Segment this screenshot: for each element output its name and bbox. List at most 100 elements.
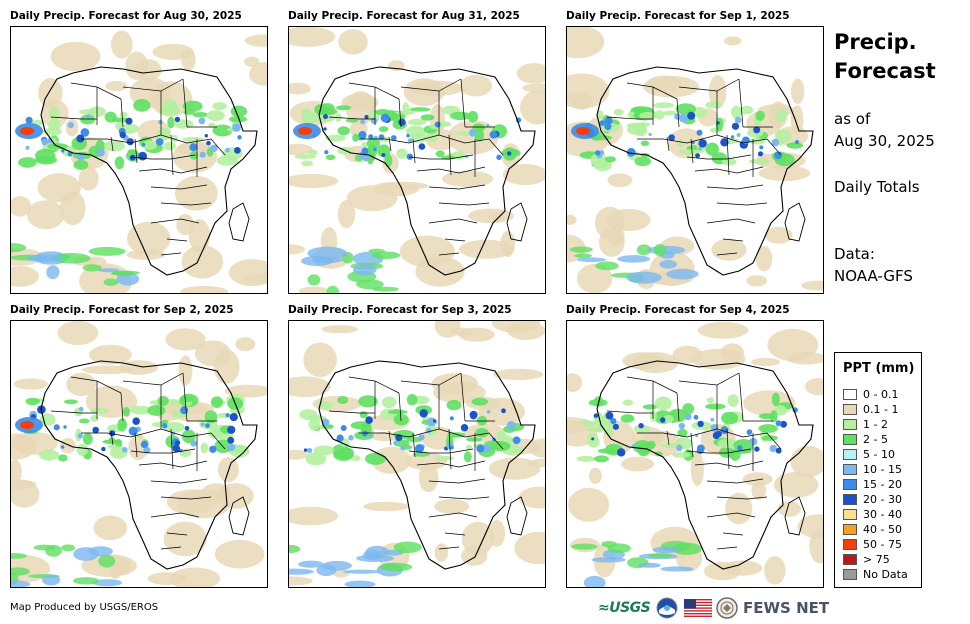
heavy-rain-cell (449, 416, 454, 421)
rain-band-patch (634, 156, 651, 167)
legend-item: 50 - 75 (843, 537, 902, 551)
rain-band-patch (463, 451, 472, 463)
heavy-rain-cell (684, 413, 692, 421)
rain-band-patch (338, 447, 355, 460)
heavy-rain-cell (234, 147, 241, 154)
country-border (428, 478, 486, 484)
ocean-rain-streak (82, 264, 102, 272)
ocean-rain-streak (307, 274, 321, 286)
light-rain-patch (11, 196, 32, 217)
heavy-rain-cell (759, 145, 764, 150)
heavy-rain-cell (698, 146, 702, 151)
heavy-rain-cell (60, 445, 65, 449)
africa-outline (40, 360, 258, 570)
rain-band-patch (622, 399, 634, 406)
light-rain-patch (725, 492, 753, 525)
ocean-rain-streak (52, 253, 91, 264)
light-rain-patch (442, 170, 494, 188)
country-border (716, 202, 768, 206)
rain-band-patch (775, 109, 788, 123)
heavy-rain-cell (324, 150, 329, 155)
heavy-rain-cell (754, 446, 760, 452)
legend-label: 0.1 - 1 (863, 402, 899, 416)
heavy-rain-cell (122, 447, 128, 453)
rain-band-patch (18, 157, 37, 168)
forecast-map-1 (10, 26, 268, 294)
rain-band-patch (755, 110, 765, 121)
country-border (444, 532, 466, 536)
light-rain-patch (786, 352, 823, 365)
rain-band-patch (350, 455, 361, 461)
rain-band-patch (169, 399, 180, 407)
heavy-rain-cell (407, 138, 413, 143)
madagascar-outline (228, 496, 250, 536)
heavy-rain-cell (63, 425, 67, 429)
africa-outline (40, 66, 258, 276)
rain-band-patch (76, 443, 89, 456)
country-border (686, 448, 752, 454)
africa-outline (596, 66, 814, 276)
heavy-rain-cell (774, 151, 782, 160)
legend-item: No Data (843, 567, 908, 581)
rain-band-patch (628, 111, 635, 117)
rain-band-patch (58, 454, 68, 462)
rain-band-patch (590, 153, 608, 167)
light-rain-patch (756, 246, 773, 272)
light-rain-patch (459, 74, 493, 97)
country-border (460, 372, 466, 422)
heavy-rain-cell (303, 448, 308, 452)
light-rain-patch (433, 381, 486, 404)
light-rain-patch (321, 325, 358, 334)
legend-item: 40 - 50 (843, 522, 902, 536)
heavy-rain-cell (101, 446, 106, 452)
light-rain-patch (111, 30, 133, 59)
light-rain-patch (522, 83, 545, 93)
rain-band-patch (672, 452, 691, 458)
ocean-rain-streak (574, 253, 592, 258)
rain-band-patch (654, 396, 672, 411)
rain-band-patch (475, 427, 489, 438)
heavy-rain-cell (180, 406, 189, 415)
rain-band-patch (786, 142, 804, 149)
rain-band-patch (294, 154, 317, 159)
legend-label: > 75 (863, 552, 890, 566)
heavy-rain-cell (129, 154, 136, 161)
heavy-rain-cell (155, 138, 164, 146)
heavy-rain-cell (143, 446, 151, 454)
heavy-rain-cell (210, 144, 218, 152)
map-credit: Map Produced by USGS/EROS (10, 602, 159, 613)
heavy-rain-cell (749, 437, 758, 446)
madagascar-outline (784, 496, 806, 536)
light-rain-patch (502, 163, 545, 186)
rain-band-patch (119, 111, 128, 119)
light-rain-patch (528, 458, 545, 468)
ocean-rain-streak (298, 560, 324, 568)
light-rain-patch (303, 342, 337, 378)
light-rain-patch (289, 27, 336, 47)
country-border (50, 116, 97, 120)
ocean-rain-streak (356, 279, 384, 290)
country-border (678, 372, 740, 386)
ocean-rain-streak (659, 259, 677, 269)
light-rain-patch (461, 521, 494, 556)
rain-band-patch (758, 424, 778, 433)
light-rain-patch (11, 431, 58, 455)
country-border (81, 134, 226, 156)
heavy-rain-cell (492, 437, 496, 442)
light-rain-patch (235, 337, 256, 352)
data-source-line-1: Data: (834, 245, 875, 263)
light-rain-patch (447, 120, 499, 155)
map-canvas (289, 321, 545, 587)
heavy-rain-cell (489, 130, 498, 139)
heavy-rain-cell (132, 417, 140, 425)
country-border (412, 138, 416, 164)
rain-band-patch (682, 403, 695, 415)
africa-outline (596, 360, 814, 570)
light-rain-patch (607, 173, 633, 187)
rain-band-patch (633, 424, 651, 434)
country-border (626, 376, 678, 394)
heavy-rain-cell (460, 424, 469, 432)
rain-band-patch (104, 111, 117, 123)
ocean-rain-streak (11, 567, 30, 576)
country-border (328, 410, 375, 414)
